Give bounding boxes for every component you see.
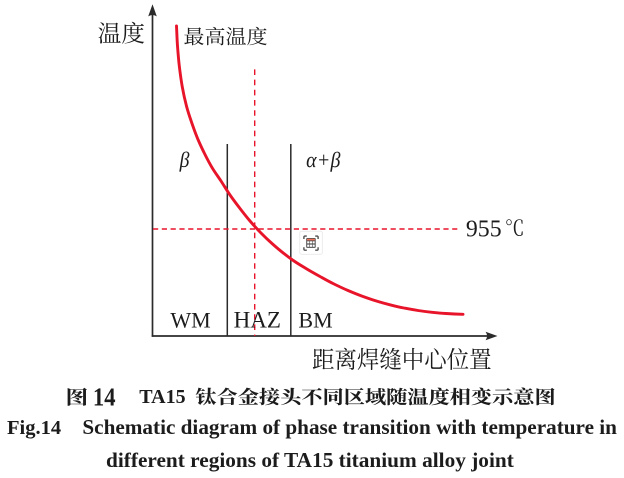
svg-text:Fig.14: Fig.14 — [7, 417, 61, 439]
svg-text:WM: WM — [170, 307, 210, 332]
svg-text:different regions of TA15 tita: different regions of TA15 titanium alloy… — [106, 448, 514, 472]
svg-text:Schematic diagram of phase tra: Schematic diagram of phase transition wi… — [82, 415, 617, 439]
svg-text:955: 955 — [466, 217, 502, 243]
svg-text:HAZ: HAZ — [234, 307, 281, 332]
svg-text:TA15: TA15 — [139, 386, 185, 408]
svg-text:BM: BM — [298, 307, 332, 332]
